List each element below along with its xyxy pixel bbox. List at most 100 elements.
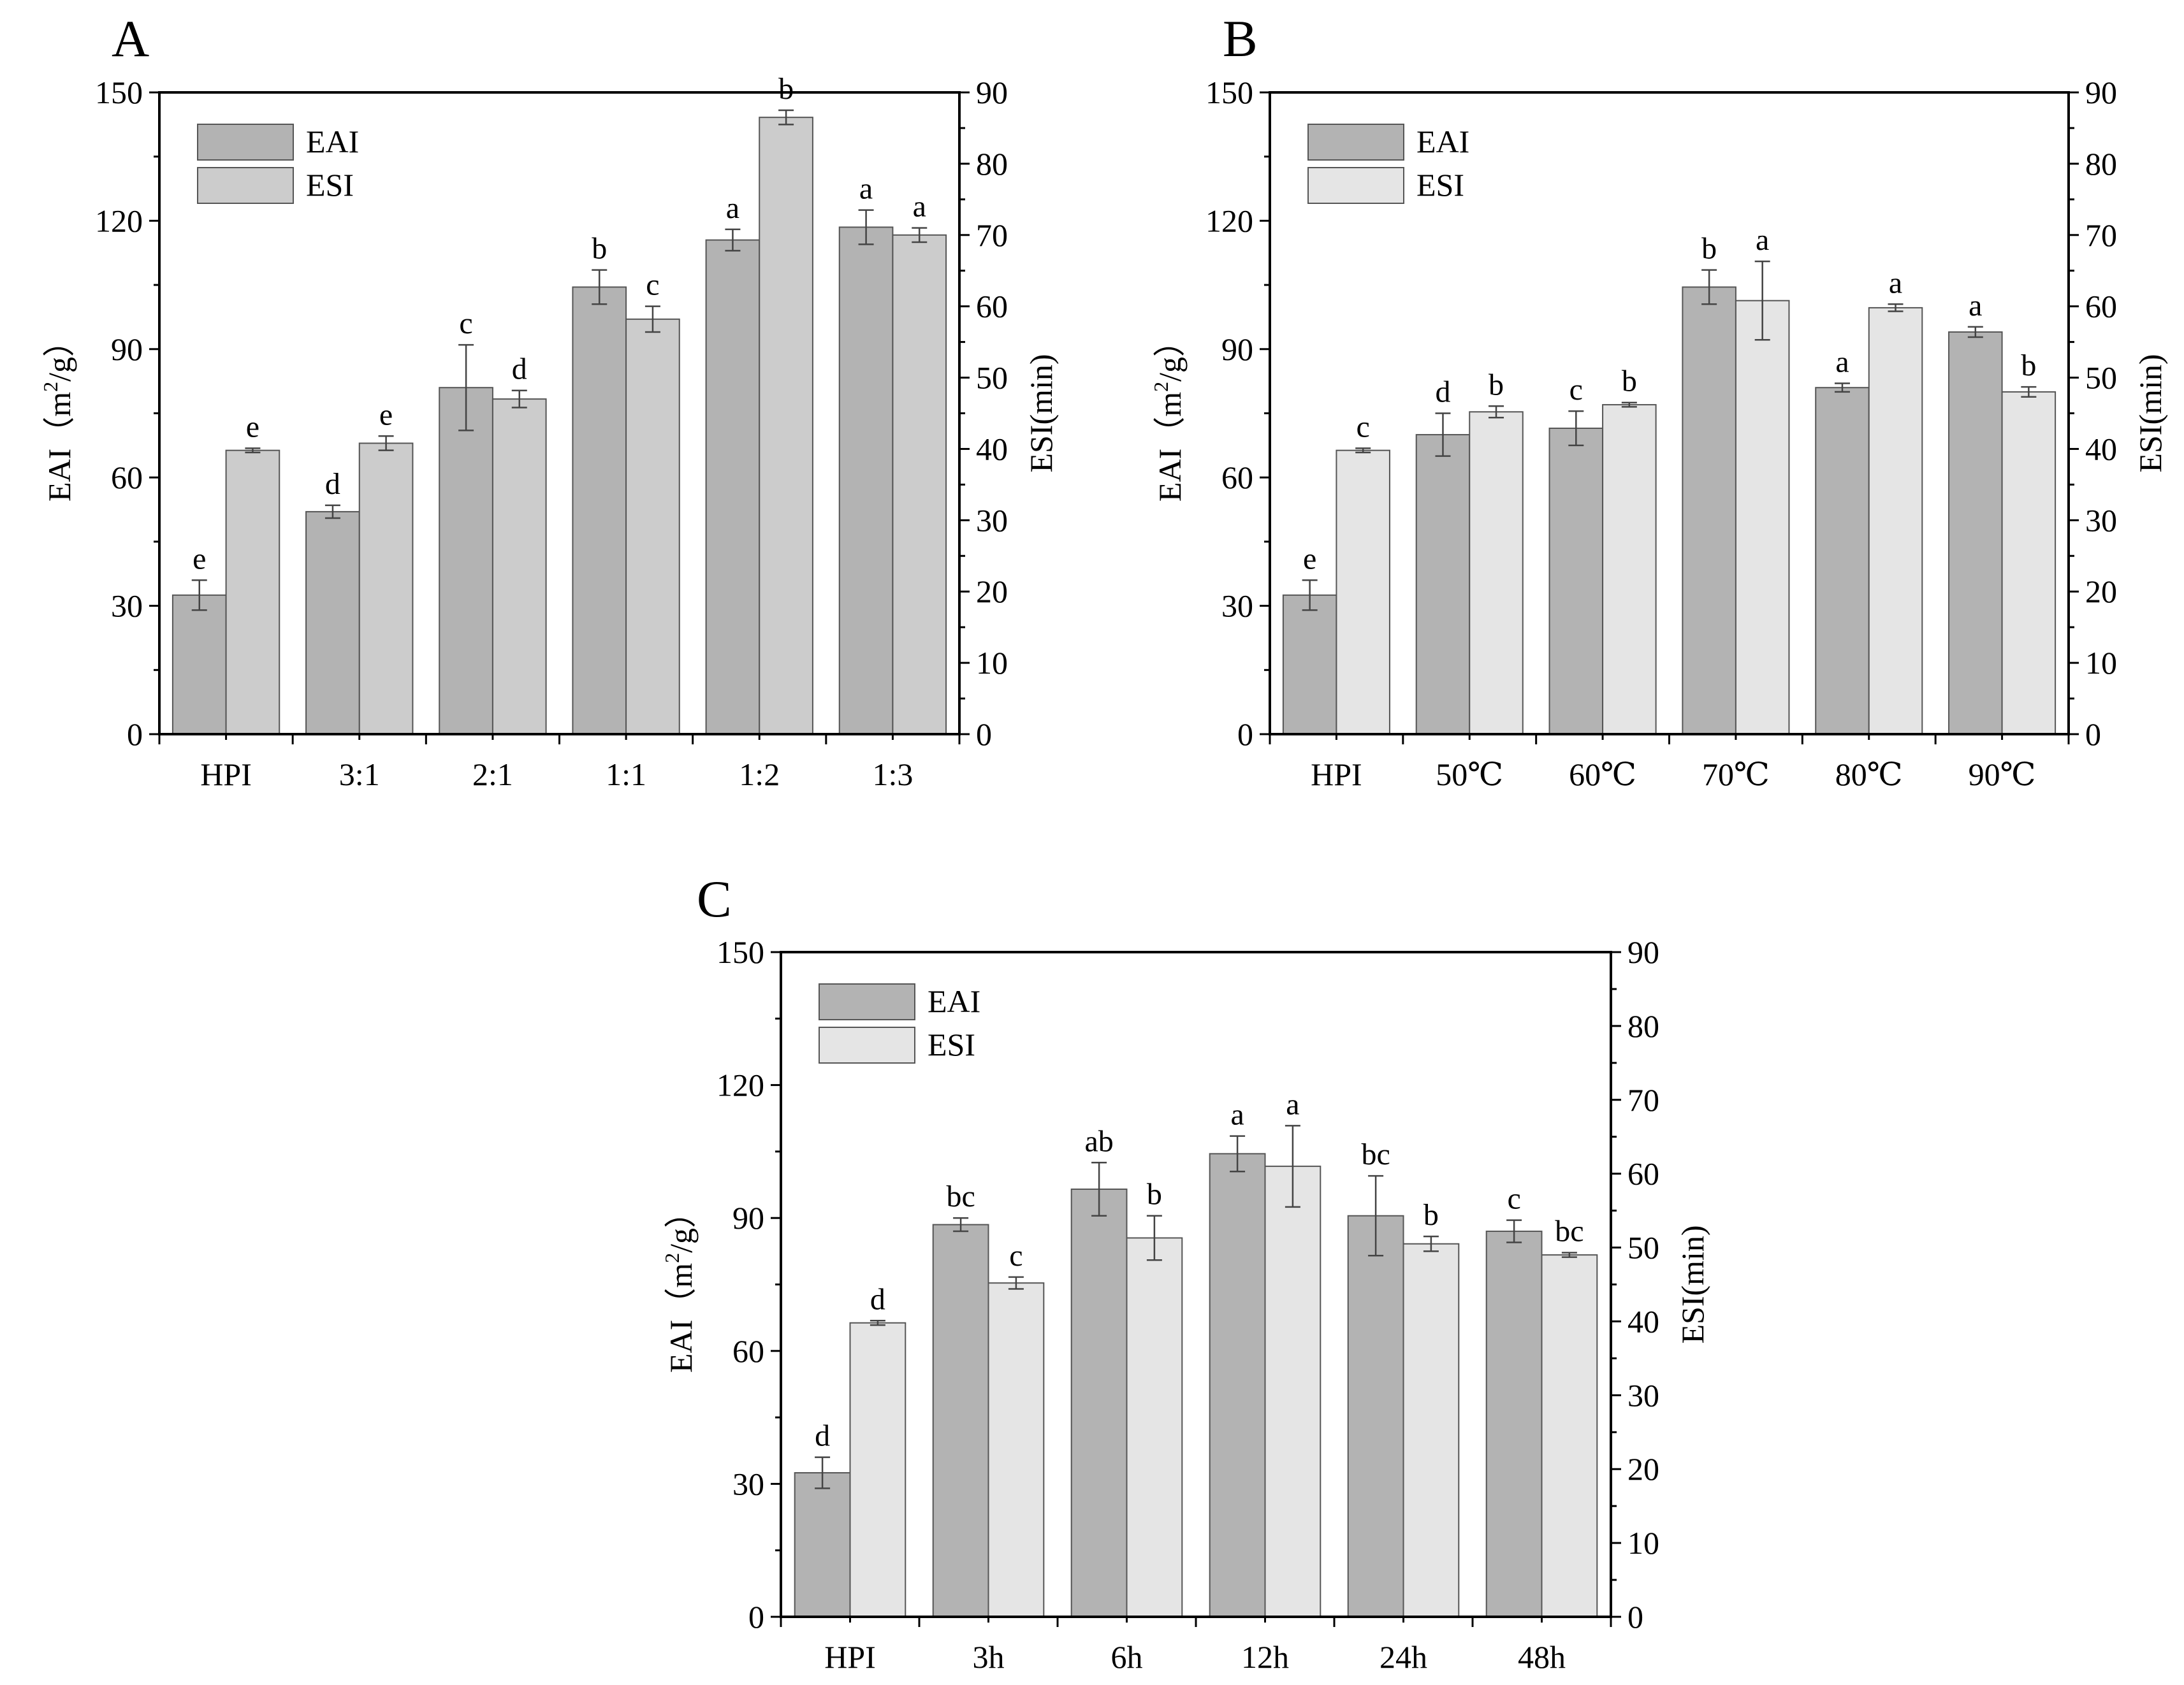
y2-tick-label: 80	[2085, 146, 2117, 182]
legend-label-eai: EAI	[306, 124, 359, 159]
y2-axis-title: ESI(min)	[1023, 354, 1059, 472]
significance-letter-esi-1: b	[1489, 368, 1504, 401]
y-tick-label: 0	[748, 1599, 764, 1635]
y-axis-title: EAI（m2/g）	[39, 325, 77, 502]
significance-letter-eai-1: bc	[946, 1180, 975, 1213]
significance-letter-eai-3: a	[1230, 1098, 1244, 1132]
y2-tick-label: 0	[2085, 716, 2101, 752]
x-category-label: 1:1	[606, 756, 646, 792]
y2-tick-label: 10	[2085, 645, 2117, 681]
y-axis-title-sup: 2	[660, 1253, 683, 1263]
y-tick-label: 60	[1221, 459, 1253, 495]
legend-swatch-esi	[1307, 167, 1404, 204]
y2-tick-label: 70	[2085, 217, 2117, 253]
y-tick-label: 150	[95, 75, 143, 110]
y2-tick-label: 90	[2085, 75, 2117, 110]
bar-eai-2	[439, 387, 493, 735]
significance-letter-eai-0: e	[1303, 542, 1316, 575]
significance-letter-esi-5: a	[913, 190, 926, 224]
x-category-label: 48h	[1518, 1639, 1566, 1675]
legend-swatch-eai	[197, 124, 294, 161]
significance-letter-esi-3: a	[1756, 223, 1769, 257]
y-tick-label: 90	[111, 331, 143, 367]
significance-letter-eai-5: a	[1969, 289, 1982, 322]
significance-letter-esi-3: c	[646, 268, 659, 302]
bar-eai-2	[1070, 1189, 1128, 1617]
y-axis-title-post: /g）	[41, 325, 77, 382]
y2-tick-label: 40	[976, 431, 1008, 466]
bar-eai-3	[1209, 1153, 1266, 1618]
x-category-label: 12h	[1241, 1639, 1289, 1675]
y2-tick-label: 50	[2085, 360, 2117, 396]
bar-eai-5	[1485, 1231, 1543, 1618]
x-category-label: 50℃	[1436, 756, 1503, 792]
y2-tick-label: 60	[1627, 1156, 1659, 1192]
significance-letter-esi-4: b	[778, 72, 794, 106]
panel-letter: C	[697, 870, 732, 928]
significance-letter-esi-5: bc	[1555, 1215, 1583, 1248]
panel-letter: B	[1223, 10, 1258, 68]
y2-tick-label: 30	[2085, 502, 2117, 538]
y-axis-title-sup: 2	[1149, 382, 1172, 392]
significance-letter-eai-2: c	[459, 307, 472, 340]
x-category-label: 2:1	[472, 756, 513, 792]
bar-eai-4	[705, 239, 761, 735]
bar-esi-1	[987, 1282, 1045, 1617]
legend-swatch-eai	[819, 983, 915, 1020]
y2-tick-label: 90	[976, 75, 1008, 110]
y2-tick-label: 30	[976, 502, 1008, 538]
panel-letter: A	[112, 10, 149, 68]
bar-esi-2	[1126, 1237, 1183, 1617]
bar-eai-0	[1282, 594, 1337, 735]
bar-eai-1	[932, 1224, 989, 1617]
bar-esi-2	[491, 398, 547, 735]
y-tick-label: 60	[732, 1333, 764, 1369]
y-tick-label: 120	[1205, 203, 1253, 238]
x-category-label: 80℃	[1835, 756, 1903, 792]
y2-tick-label: 50	[976, 360, 1008, 396]
x-category-label: 3:1	[339, 756, 380, 792]
y2-tick-label: 80	[1627, 1008, 1659, 1044]
x-category-label: 3h	[973, 1639, 1005, 1675]
bar-esi-5	[1541, 1254, 1598, 1617]
significance-letter-esi-0: d	[870, 1282, 885, 1316]
significance-letter-eai-2: c	[1569, 373, 1583, 407]
y2-tick-label: 20	[2085, 574, 2117, 609]
y2-tick-label: 50	[1627, 1230, 1659, 1266]
significance-letter-eai-2: ab	[1084, 1124, 1113, 1158]
x-category-label: HPI	[824, 1639, 876, 1675]
y-tick-label: 120	[717, 1067, 764, 1103]
significance-letter-esi-0: c	[1357, 410, 1370, 444]
bar-eai-1	[1415, 434, 1471, 735]
y2-tick-label: 70	[976, 217, 1008, 253]
x-category-label: 1:2	[739, 756, 780, 792]
chart-panel-a: Ae d c b a a e e d c b a 0 30 60 90 120 150 0 10 20 30 40 50 60 7…	[39, 10, 1059, 792]
significance-letter-esi-0: e	[246, 410, 259, 444]
x-category-label: 90℃	[1969, 756, 2036, 792]
x-category-label: HPI	[1311, 756, 1362, 792]
legend-swatch-esi	[819, 1027, 915, 1064]
bar-esi-0	[1336, 449, 1390, 735]
legend-label-esi: ESI	[928, 1027, 975, 1062]
y-tick-label: 0	[1237, 716, 1253, 752]
y2-tick-label: 0	[1627, 1599, 1643, 1635]
y2-tick-label: 40	[2085, 431, 2117, 466]
legend-label-eai: EAI	[1416, 124, 1469, 159]
bar-eai-0	[794, 1472, 851, 1617]
y-tick-label: 30	[732, 1466, 764, 1501]
y-axis-title-pre: EAI（m	[663, 1263, 699, 1373]
y-tick-label: 60	[111, 459, 143, 495]
bar-eai-4	[1347, 1215, 1404, 1618]
y-tick-label: 150	[1205, 75, 1253, 110]
x-category-label: 60℃	[1569, 756, 1636, 792]
y-axis-title: EAI（m2/g）	[1149, 325, 1188, 502]
significance-letter-esi-3: a	[1286, 1087, 1299, 1121]
significance-letter-esi-1: e	[379, 398, 393, 431]
bar-eai-5	[1948, 331, 2003, 735]
y-tick-label: 0	[127, 716, 143, 752]
bar-esi-4	[1868, 307, 1923, 735]
y2-axis-title: ESI(min)	[1675, 1225, 1710, 1343]
legend-label-esi: ESI	[1416, 167, 1464, 203]
significance-letter-eai-3: b	[592, 232, 607, 266]
